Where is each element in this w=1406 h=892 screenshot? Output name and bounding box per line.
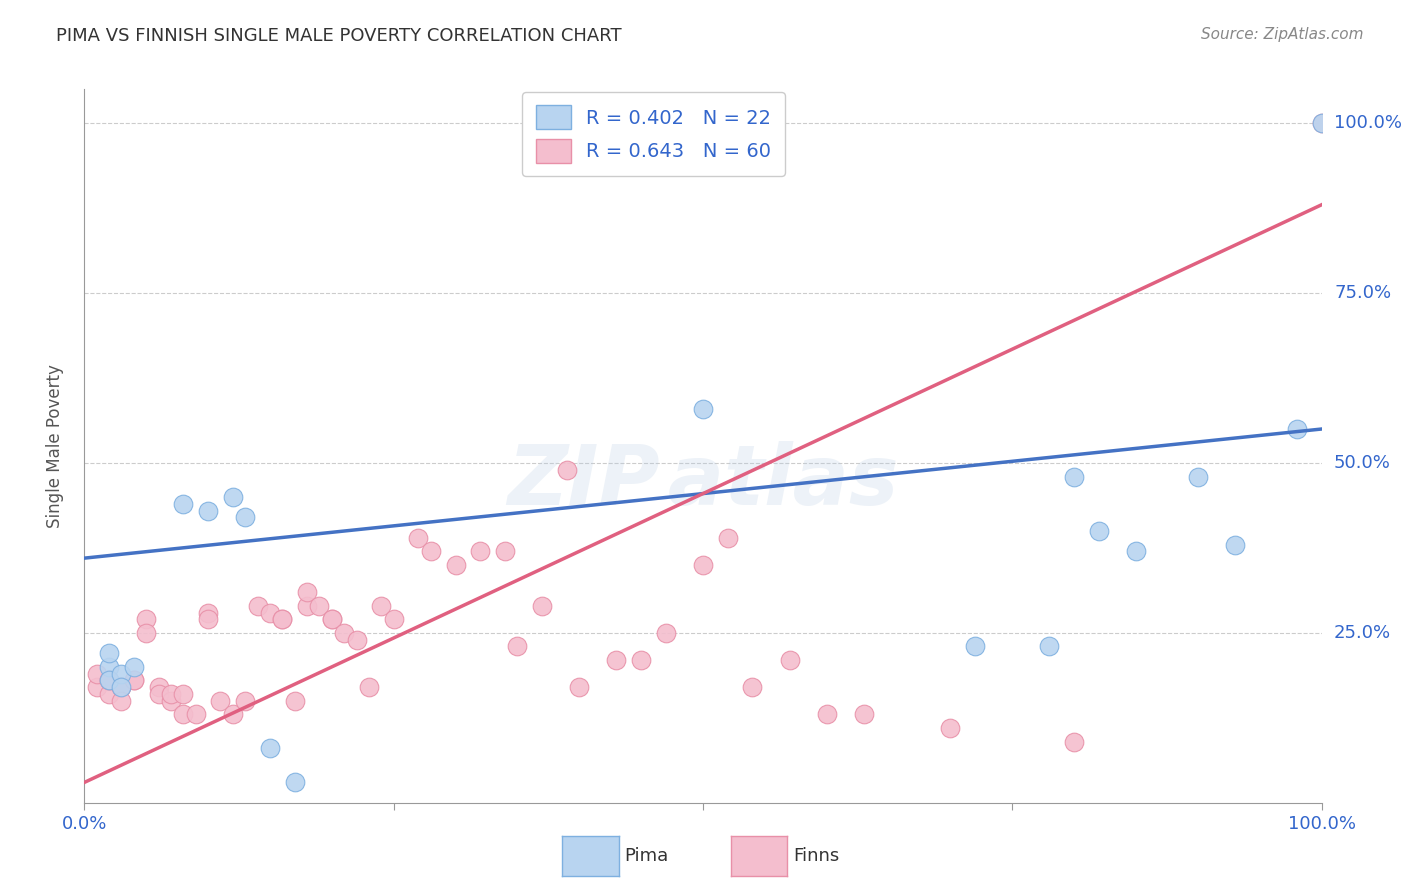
Point: [122, 673, 145, 688]
Point: [259, 606, 281, 620]
Point: [148, 687, 170, 701]
Text: Source: ZipAtlas.com: Source: ZipAtlas.com: [1201, 27, 1364, 42]
Point: [568, 680, 591, 694]
Text: PIMA VS FINNISH SINGLE MALE POVERTY CORRELATION CHART: PIMA VS FINNISH SINGLE MALE POVERTY CORR…: [56, 27, 621, 45]
Point: [1310, 116, 1333, 130]
Point: [172, 497, 194, 511]
Text: 25.0%: 25.0%: [1334, 624, 1391, 642]
Point: [1063, 469, 1085, 483]
Point: [197, 612, 219, 626]
Point: [357, 680, 380, 694]
Point: [531, 599, 554, 613]
Point: [321, 612, 343, 626]
Point: [284, 694, 307, 708]
Point: [222, 490, 245, 504]
Point: [135, 612, 157, 626]
Point: [110, 680, 132, 694]
Text: ZIP atlas: ZIP atlas: [508, 442, 898, 522]
Point: [408, 531, 430, 545]
Point: [98, 673, 121, 688]
Point: [655, 626, 678, 640]
Point: [222, 707, 245, 722]
Point: [1088, 524, 1111, 538]
Y-axis label: Single Male Poverty: Single Male Poverty: [45, 364, 63, 528]
Point: [741, 680, 763, 694]
Point: [815, 707, 838, 722]
Point: [1310, 116, 1333, 130]
Point: [1063, 734, 1085, 748]
Point: [321, 612, 343, 626]
Point: [346, 632, 368, 647]
Point: [852, 707, 875, 722]
Point: [197, 606, 219, 620]
Point: [295, 599, 318, 613]
Text: Finns: Finns: [793, 847, 839, 865]
Text: 75.0%: 75.0%: [1334, 284, 1391, 302]
Point: [160, 687, 183, 701]
Point: [184, 707, 207, 722]
Point: [419, 544, 441, 558]
Point: [86, 666, 108, 681]
Point: [1187, 469, 1209, 483]
Point: [110, 694, 132, 708]
Point: [717, 531, 740, 545]
Point: [1223, 537, 1246, 551]
Text: Pima: Pima: [624, 847, 668, 865]
Point: [1285, 422, 1308, 436]
Point: [98, 673, 121, 688]
Point: [122, 673, 145, 688]
Text: 50.0%: 50.0%: [1334, 454, 1391, 472]
Point: [110, 666, 132, 681]
Point: [605, 653, 627, 667]
Point: [939, 721, 962, 735]
Point: [692, 558, 714, 572]
Point: [370, 599, 392, 613]
Legend: R = 0.402   N = 22, R = 0.643   N = 60: R = 0.402 N = 22, R = 0.643 N = 60: [522, 92, 785, 177]
Point: [197, 503, 219, 517]
Point: [284, 775, 307, 789]
Point: [259, 741, 281, 756]
Point: [122, 660, 145, 674]
Point: [172, 707, 194, 722]
Point: [148, 680, 170, 694]
Point: [209, 694, 232, 708]
Point: [271, 612, 294, 626]
Point: [98, 687, 121, 701]
Point: [333, 626, 356, 640]
Point: [470, 544, 492, 558]
Point: [779, 653, 801, 667]
Point: [494, 544, 516, 558]
Point: [555, 463, 578, 477]
Point: [965, 640, 987, 654]
Point: [110, 680, 132, 694]
Point: [98, 646, 121, 660]
Point: [692, 401, 714, 416]
Point: [1038, 640, 1060, 654]
Point: [110, 680, 132, 694]
Point: [271, 612, 294, 626]
Point: [98, 660, 121, 674]
Point: [135, 626, 157, 640]
Point: [382, 612, 405, 626]
Point: [98, 673, 121, 688]
Point: [506, 640, 529, 654]
Point: [630, 653, 652, 667]
Point: [295, 585, 318, 599]
Point: [233, 694, 256, 708]
Point: [172, 687, 194, 701]
Point: [308, 599, 330, 613]
Point: [444, 558, 467, 572]
Point: [160, 694, 183, 708]
Point: [233, 510, 256, 524]
Point: [86, 680, 108, 694]
Text: 100.0%: 100.0%: [1334, 114, 1402, 132]
Point: [1125, 544, 1147, 558]
Point: [246, 599, 269, 613]
